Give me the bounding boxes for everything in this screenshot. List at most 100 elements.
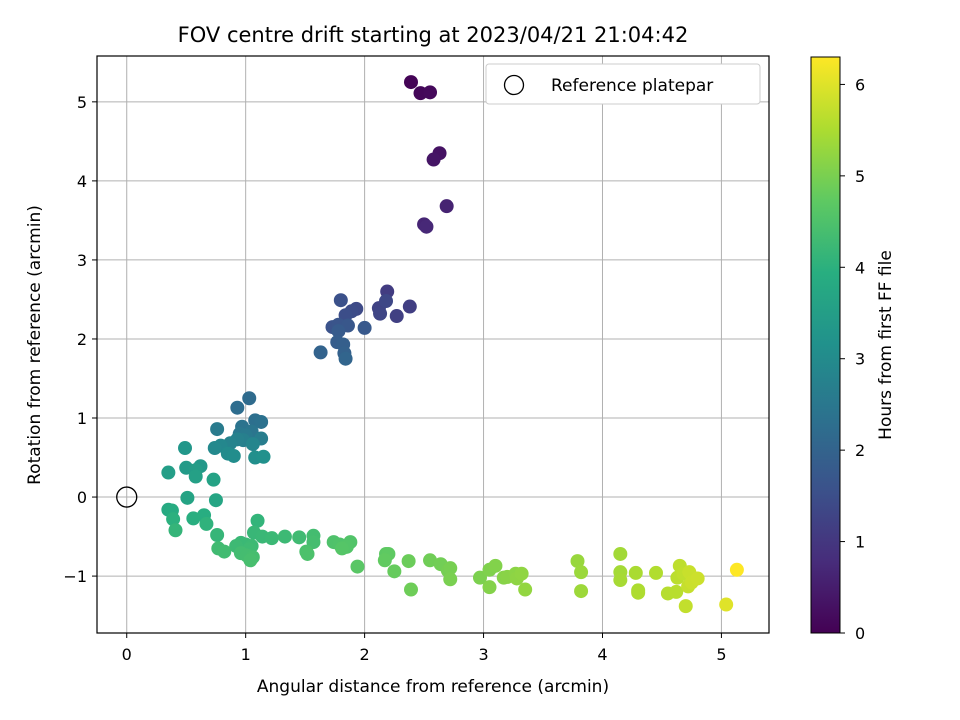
data-point (210, 527, 225, 542)
colorbar-tick-label: 3 (855, 350, 865, 369)
data-point (226, 448, 241, 463)
data-point (402, 299, 417, 314)
x-axis-label: Angular distance from reference (arcmin) (257, 677, 609, 697)
data-point (669, 584, 684, 599)
data-point (419, 219, 434, 234)
x-tick-label: 5 (716, 645, 726, 664)
colorbar-ticks: 0 1 2 3 4 5 6 (840, 75, 865, 643)
data-point (488, 558, 503, 573)
y-tick-label: 2 (77, 330, 87, 349)
data-points (161, 75, 744, 614)
colorbar-label: Hours from first FF file (876, 250, 896, 440)
data-point (472, 570, 487, 585)
reference-marker (116, 486, 138, 508)
data-point (256, 449, 271, 464)
legend-box (485, 63, 761, 105)
data-point (350, 559, 365, 574)
data-point (180, 490, 195, 505)
data-point (377, 553, 392, 568)
y-tick-label: 0 (77, 488, 87, 507)
legend: Reference platepar (485, 63, 761, 105)
data-point (161, 465, 176, 480)
legend-entry-reference: Reference platepar (551, 76, 713, 96)
data-point (482, 580, 497, 595)
data-point (264, 531, 279, 546)
data-point (300, 546, 315, 561)
colorbar-tick-label: 6 (855, 75, 865, 94)
reference-platepar-point (116, 486, 138, 508)
data-point (206, 472, 221, 487)
data-point (690, 571, 705, 586)
data-point (514, 566, 529, 581)
data-point (631, 585, 646, 600)
data-point (403, 582, 418, 597)
data-point (373, 306, 388, 321)
data-point (443, 561, 458, 576)
y-axis-label: Rotation from reference (arcmin) (25, 205, 45, 485)
data-point (292, 530, 307, 545)
x-axis-ticks: 0 1 2 3 4 5 (122, 633, 727, 664)
colorbar-tick-label: 2 (855, 441, 865, 460)
data-point (245, 437, 260, 452)
data-point (379, 294, 394, 309)
data-point (649, 565, 664, 580)
plot-frame (96, 55, 770, 634)
data-point (574, 565, 589, 580)
data-point (217, 544, 232, 559)
data-point (389, 309, 404, 324)
data-point (168, 523, 183, 538)
data-point (387, 564, 402, 579)
data-point (210, 422, 225, 437)
colorbar-tick-label: 0 (855, 624, 865, 643)
data-point (403, 75, 418, 90)
data-point (208, 493, 223, 508)
data-point (729, 562, 744, 577)
data-point (230, 400, 245, 415)
data-point (333, 293, 348, 308)
colorbar-tick-label: 5 (855, 167, 865, 186)
x-tick-label: 1 (241, 645, 251, 664)
data-point (178, 441, 193, 456)
data-point (423, 85, 438, 100)
y-tick-label: 3 (77, 251, 87, 270)
data-point (570, 554, 585, 569)
y-tick-label: 4 (77, 172, 87, 191)
data-point (313, 345, 328, 360)
data-point (335, 541, 350, 556)
colorbar-gradient (810, 56, 841, 634)
y-axis-ticks: −1 0 1 2 3 4 5 (63, 93, 97, 586)
data-point (574, 584, 589, 599)
data-point (439, 199, 454, 214)
data-point (242, 391, 257, 406)
x-tick-label: 3 (478, 645, 488, 664)
data-point (338, 351, 353, 366)
data-point (401, 554, 416, 569)
data-point (423, 553, 438, 568)
chart-title: FOV centre drift starting at 2023/04/21 … (178, 23, 689, 47)
data-point (166, 512, 181, 527)
data-point (678, 599, 693, 614)
data-point (443, 572, 458, 587)
data-point (254, 414, 269, 429)
data-point (613, 573, 628, 588)
data-point (426, 152, 441, 167)
plot-area (97, 56, 769, 633)
data-point (186, 511, 201, 526)
data-point (613, 546, 628, 561)
colorbar-tick-label: 4 (855, 258, 865, 277)
data-point (331, 324, 346, 339)
colorbar-tick-label: 1 (855, 533, 865, 552)
y-tick-label: −1 (63, 567, 87, 586)
data-point (719, 597, 734, 612)
x-tick-label: 4 (597, 645, 607, 664)
x-tick-label: 0 (122, 645, 132, 664)
y-tick-label: 1 (77, 409, 87, 428)
data-point (628, 565, 643, 580)
data-point (207, 441, 222, 456)
data-point (357, 320, 372, 335)
data-point (518, 582, 533, 597)
data-point (188, 469, 203, 484)
y-tick-label: 5 (77, 93, 87, 112)
data-point (277, 529, 292, 544)
